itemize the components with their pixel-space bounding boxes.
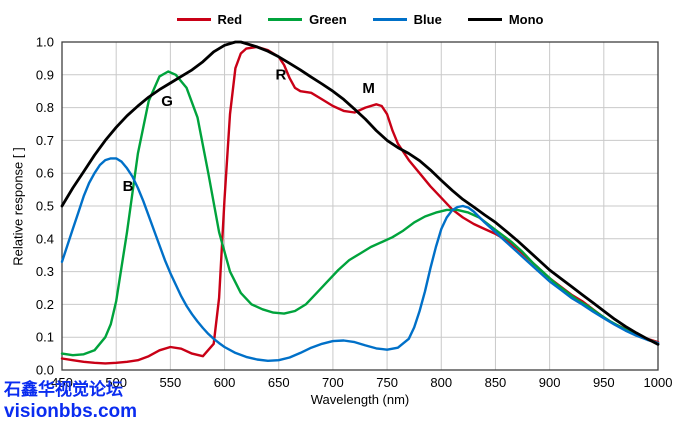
legend-item-green: Green xyxy=(268,12,347,27)
x-tick-label: 600 xyxy=(214,375,236,390)
legend-label-blue: Blue xyxy=(413,11,442,27)
y-tick-label: 0.9 xyxy=(36,67,54,82)
x-tick-label: 700 xyxy=(322,375,344,390)
legend-label-mono: Mono xyxy=(508,11,544,27)
x-tick-label: 550 xyxy=(160,375,182,390)
blue-line-swatch xyxy=(372,17,407,21)
curve-label-b: B xyxy=(123,178,134,195)
x-tick-label: 500 xyxy=(105,375,127,390)
x-tick-label: 950 xyxy=(593,375,615,390)
x-tick-label: 1000 xyxy=(644,375,673,390)
y-axis-title: Relative response [ ] xyxy=(10,147,26,266)
series-line-green xyxy=(60,70,660,357)
y-tick-label: 0.6 xyxy=(36,166,54,181)
legend-label-green: Green xyxy=(309,11,347,27)
x-tick-label: 750 xyxy=(376,375,398,390)
y-tick-label: 0.7 xyxy=(36,133,54,148)
red-line-swatch xyxy=(176,17,211,21)
x-tick-label: 800 xyxy=(430,375,452,390)
legend-item-blue: Blue xyxy=(372,11,442,27)
legend-item-mono: Mono xyxy=(467,11,544,27)
y-tick-label: 0.4 xyxy=(36,231,54,246)
y-tick-label: 0.5 xyxy=(36,199,54,214)
y-tick-label: 0.1 xyxy=(36,330,54,345)
mono-line-swatch xyxy=(467,17,502,21)
green-line-swatch xyxy=(268,17,303,21)
curve-label-r: R xyxy=(275,67,286,84)
watermark-site-url: visionbbs.com xyxy=(4,401,138,422)
legend-item-red: Red xyxy=(176,11,243,27)
curve-label-g: G xyxy=(161,93,173,110)
x-tick-label: 900 xyxy=(539,375,561,390)
x-tick-label: 850 xyxy=(485,375,507,390)
x-tick-label: 650 xyxy=(268,375,290,390)
x-axis-title: Wavelength (nm) xyxy=(310,392,410,407)
curve-label-m: M xyxy=(362,80,375,97)
watermark-site-name: 石鑫华视觉论坛 xyxy=(4,380,123,399)
y-tick-label: 0.2 xyxy=(36,297,54,312)
y-tick-label: 0.8 xyxy=(36,100,54,115)
chart-legend: Red Green Blue Mono xyxy=(62,8,658,30)
series-line-mono xyxy=(60,40,660,346)
series-line-blue xyxy=(60,157,660,362)
y-tick-label: 1.0 xyxy=(36,35,54,50)
y-tick-label: 0.0 xyxy=(36,363,54,378)
x-tick-label: 450 xyxy=(51,375,73,390)
legend-label-red: Red xyxy=(217,11,243,27)
y-tick-label: 0.3 xyxy=(36,264,54,279)
